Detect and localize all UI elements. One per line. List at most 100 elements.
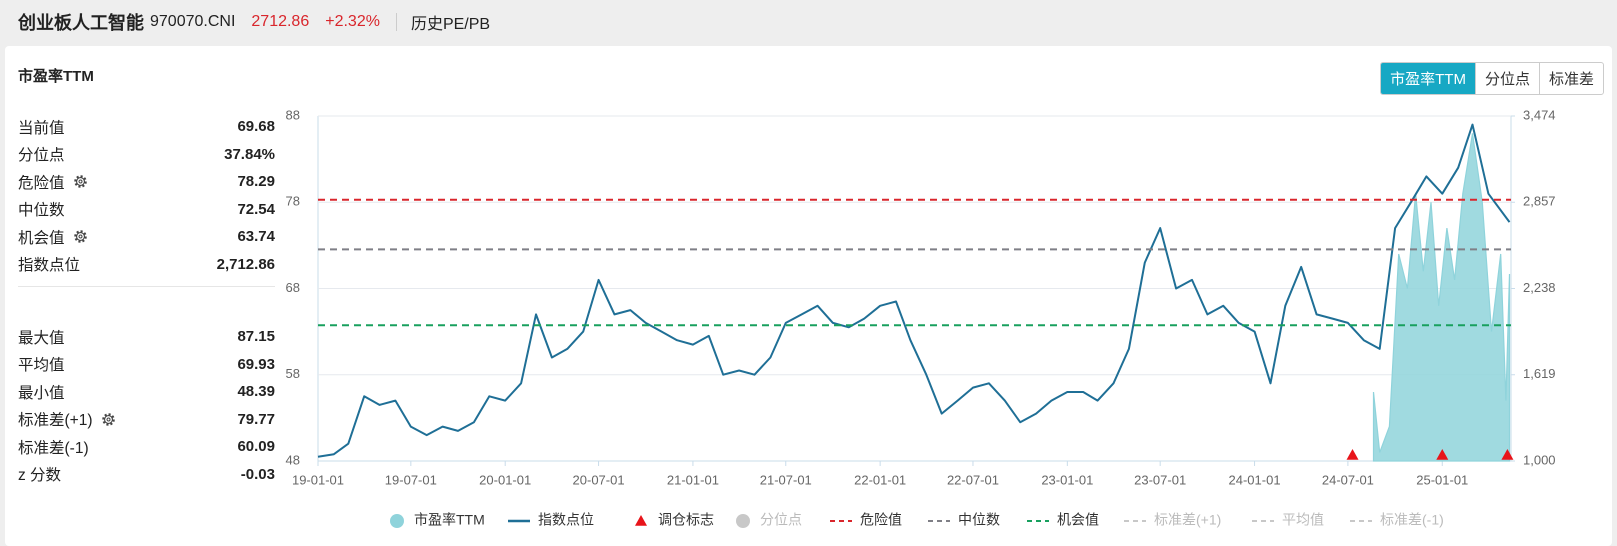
index-price: 2712.86 [251, 13, 310, 30]
stat-label: 标准差(+1) [18, 412, 93, 430]
stat-value: 37.84% [224, 145, 275, 163]
tab[interactable]: 分位点 [1474, 63, 1539, 94]
stat-label: 平均值 [18, 357, 65, 375]
stat-value: -0.03 [240, 465, 275, 483]
legend-label: 平均值 [1282, 512, 1324, 528]
x-tick-label: 21-07-01 [760, 472, 812, 487]
stat-row: z 分数 -0.03 [18, 461, 275, 489]
legend-symbol [736, 514, 750, 528]
stat-value: 87.15 [237, 328, 275, 346]
stat-label: 危险值 [18, 174, 65, 192]
y-tick-label: 48 [286, 452, 300, 467]
stat-label: 指数点位 [18, 257, 81, 275]
stat-value: 63.74 [237, 228, 275, 246]
y-tick-label: 78 [286, 194, 300, 209]
y-tick-label: 88 [286, 107, 300, 122]
legend-label: 分位点 [760, 512, 802, 528]
legend-item[interactable]: 机会值 [1027, 512, 1099, 528]
stat-value: 69.93 [237, 355, 275, 373]
rebalance-marker [1346, 449, 1359, 460]
index-change: +2.32% [325, 13, 380, 30]
stats-group: 当前值 69.68 分位点 37.84% 危险值 78.29 中位数 72.54 机会值 63.7… [18, 113, 275, 278]
tab-group: 市盈率TTM 分位点 标准差 [1380, 62, 1604, 95]
legend-item[interactable]: 市盈率TTM [390, 512, 485, 528]
legend-label: 中位数 [958, 512, 1000, 528]
x-tick-label: 24-07-01 [1322, 472, 1374, 487]
legend-item[interactable]: 指数点位 [508, 512, 594, 528]
x-tick-label: 19-07-01 [385, 472, 437, 487]
panel-title: 市盈率TTM [18, 68, 94, 85]
legend-label: 指数点位 [538, 512, 594, 528]
tab[interactable]: 标准差 [1538, 63, 1603, 94]
legend-label: 标准差(+1) [1154, 512, 1221, 528]
gear-icon[interactable] [73, 174, 88, 189]
stat-label: 最小值 [18, 384, 65, 402]
x-tick-label: 20-07-01 [573, 472, 625, 487]
y-tick-label: 58 [286, 366, 300, 381]
legend-label: 标准差(-1) [1380, 512, 1444, 528]
legend-label: 市盈率TTM [414, 512, 485, 528]
history-link[interactable]: 历史PE/PB [410, 16, 491, 33]
index-code: 970070.CNI [150, 13, 236, 30]
legend-item[interactable]: 标准差(-1) [1350, 512, 1444, 528]
rebalance-marker [1501, 449, 1514, 460]
legend-item[interactable]: 分位点 [736, 512, 802, 528]
x-tick-label: 23-07-01 [1134, 472, 1186, 487]
legend-item[interactable]: 平均值 [1252, 512, 1324, 528]
divider [395, 13, 397, 31]
index-name: 创业板人工智能 [18, 13, 144, 33]
y2-tick-label: 2,238 [1523, 280, 1556, 295]
index-line [317, 123, 1511, 458]
y2-tick-label: 2,857 [1523, 194, 1556, 209]
y2-tick-label: 3,474 [1523, 107, 1556, 122]
stat-value: 79.77 [237, 410, 275, 428]
stat-value: 72.54 [237, 200, 275, 218]
stat-row: 分位点 37.84% [18, 141, 275, 169]
x-tick-label: 21-01-01 [667, 472, 719, 487]
stat-row: 最小值 48.39 [18, 378, 275, 406]
stat-row: 当前值 69.68 [18, 113, 275, 141]
x-tick-label: 22-07-01 [947, 472, 999, 487]
legend-item[interactable]: 调仓标志 [635, 512, 714, 528]
stat-row: 指数点位 2,712.86 [18, 251, 275, 279]
stat-value: 78.29 [237, 173, 275, 191]
legend-label: 调仓标志 [658, 512, 714, 528]
stat-row: 最大值 87.15 [18, 323, 275, 351]
x-tick-label: 25-01-01 [1416, 472, 1468, 487]
stat-row: 标准差(+1) 79.77 [18, 406, 275, 434]
legend-item[interactable]: 中位数 [928, 512, 1000, 528]
legend-label: 危险值 [860, 512, 902, 528]
stat-value: 48.39 [237, 383, 275, 401]
stat-row: 中位数 72.54 [18, 196, 275, 224]
x-tick-label: 24-01-01 [1229, 472, 1281, 487]
legend-item[interactable]: 危险值 [830, 512, 902, 528]
legend-item[interactable]: 标准差(+1) [1124, 512, 1221, 528]
tab[interactable]: 市盈率TTM [1381, 63, 1475, 94]
stat-label: z 分数 [18, 467, 62, 485]
x-tick-label: 19-01-01 [292, 472, 344, 487]
stat-value: 60.09 [237, 438, 275, 456]
gear-icon[interactable] [73, 229, 88, 244]
y2-tick-label: 1,000 [1523, 452, 1556, 467]
rebalance-marker [1436, 449, 1449, 460]
legend-label: 机会值 [1057, 512, 1099, 528]
header: 创业板人工智能 970070.CNI 2712.86 +2.32% 历史PE/P… [0, 0, 1617, 44]
x-tick-label: 23-01-01 [1041, 472, 1093, 487]
stat-value: 69.68 [237, 118, 275, 136]
stat-label: 机会值 [18, 229, 65, 247]
x-tick-label: 22-01-01 [854, 472, 906, 487]
pe-area [1372, 133, 1511, 462]
stat-row: 机会值 63.74 [18, 223, 275, 251]
stat-label: 当前值 [18, 119, 65, 137]
stat-row: 平均值 69.93 [18, 351, 275, 379]
stats-group: 最大值 87.15 平均值 69.93 最小值 48.39 标准差(+1) 79.77 标准差(… [18, 323, 275, 488]
legend-symbol [635, 515, 647, 526]
stat-label: 分位点 [18, 147, 65, 165]
x-tick-label: 20-01-01 [479, 472, 531, 487]
y2-tick-label: 1,619 [1523, 366, 1556, 381]
stat-label: 中位数 [18, 202, 65, 220]
legend-symbol [390, 514, 404, 528]
gear-icon[interactable] [101, 412, 116, 427]
